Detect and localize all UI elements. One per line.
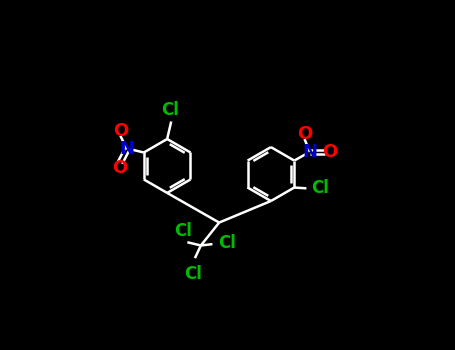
- Text: Cl: Cl: [174, 222, 192, 240]
- Text: N: N: [303, 143, 318, 161]
- Text: O: O: [113, 122, 128, 140]
- Text: Cl: Cl: [218, 234, 236, 252]
- Text: O: O: [297, 125, 312, 143]
- Text: Cl: Cl: [311, 179, 329, 197]
- Text: O: O: [322, 143, 337, 161]
- Text: Cl: Cl: [184, 265, 202, 284]
- Text: N: N: [120, 140, 135, 158]
- Text: O: O: [112, 159, 128, 177]
- Text: Cl: Cl: [161, 102, 179, 119]
